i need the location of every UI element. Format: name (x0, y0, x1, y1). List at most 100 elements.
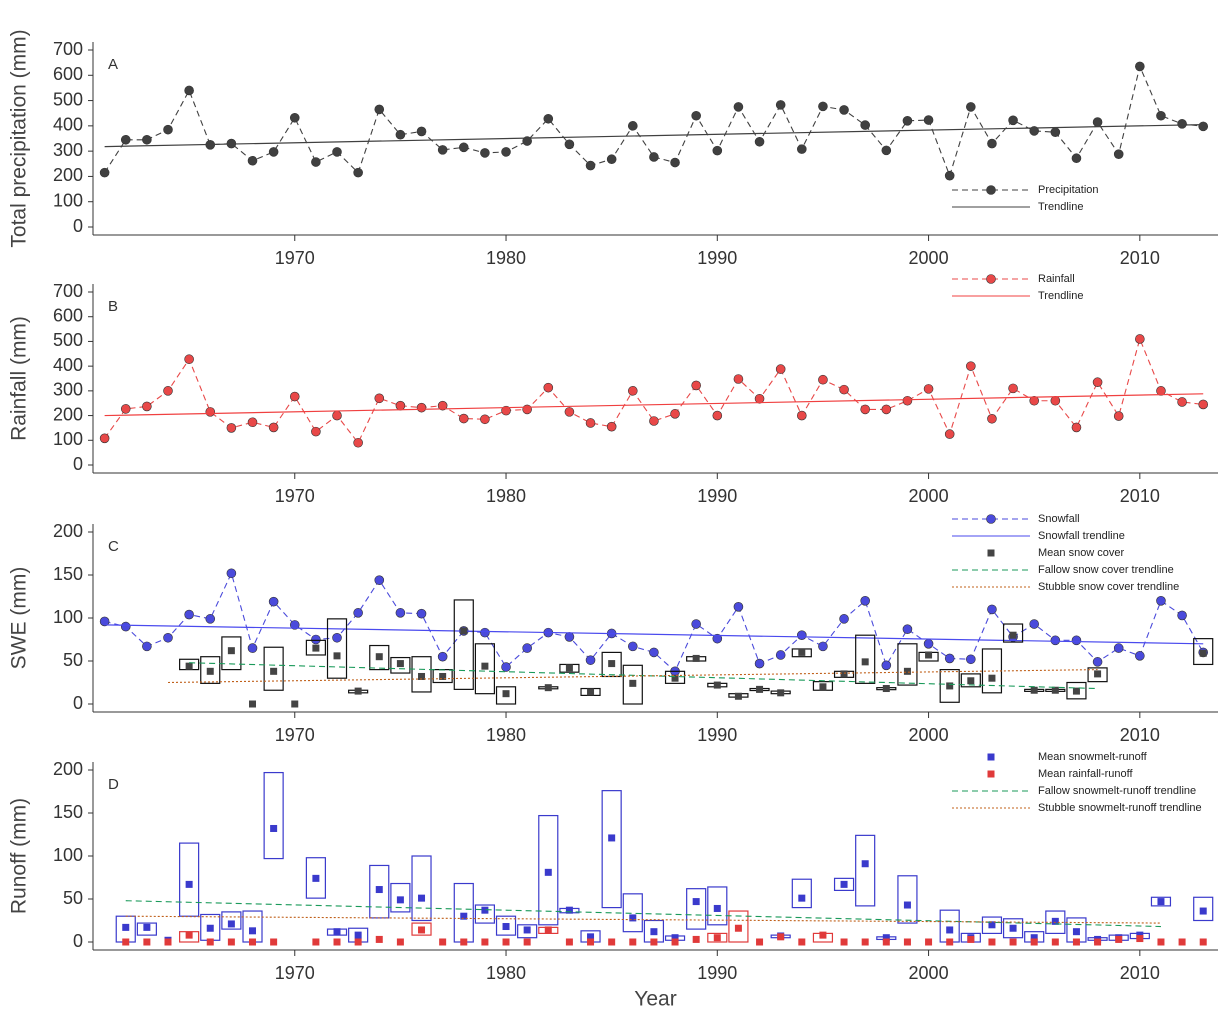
marker (163, 124, 173, 135)
marker (1050, 127, 1061, 137)
marker (987, 138, 997, 149)
y-tick-label: 700 (53, 281, 83, 301)
x-tick-label: 1970 (275, 963, 315, 983)
marker (184, 85, 194, 96)
marker (227, 647, 235, 655)
marker (396, 938, 404, 946)
legend-label: Snowfall (1038, 513, 1080, 525)
marker (988, 938, 996, 946)
y-tick-label: 150 (53, 564, 83, 584)
marker (375, 935, 383, 943)
x-tick-label: 2010 (1120, 725, 1160, 745)
marker (395, 400, 406, 411)
marker (1199, 907, 1207, 915)
marker (712, 410, 723, 421)
y-tick-label: 0 (73, 931, 83, 951)
range-box (221, 636, 242, 671)
marker (353, 167, 363, 178)
range-box (221, 911, 242, 930)
x-tick-label: 1980 (486, 725, 526, 745)
marker (439, 672, 447, 680)
marker (311, 426, 321, 437)
marker (564, 632, 575, 642)
marker (882, 685, 890, 693)
marker (1050, 635, 1061, 646)
marker (247, 155, 258, 166)
marker (944, 429, 955, 439)
marker (608, 834, 616, 842)
marker (691, 110, 701, 121)
marker (1135, 651, 1145, 661)
marker (460, 938, 468, 946)
marker (1177, 610, 1187, 621)
marker (629, 914, 637, 922)
marker (502, 938, 510, 946)
marker (1092, 657, 1103, 667)
marker (502, 923, 510, 931)
marker (501, 662, 511, 672)
x-tick-label: 1980 (486, 486, 526, 506)
series-line (104, 337, 1204, 444)
marker (946, 682, 954, 690)
marker (185, 880, 193, 888)
marker (268, 147, 279, 157)
marker (1136, 935, 1144, 943)
marker (543, 382, 554, 393)
marker (1009, 631, 1017, 639)
marker (205, 614, 216, 624)
x-tick-label: 2010 (1120, 248, 1160, 268)
marker (227, 920, 235, 928)
marker (227, 938, 235, 946)
y-tick-label: 0 (73, 454, 83, 474)
marker (925, 938, 933, 946)
legend-marker (987, 549, 995, 557)
marker (1199, 938, 1207, 946)
marker (671, 934, 679, 942)
marker (754, 393, 765, 404)
y-axis-label: Total precipitation (mm) (8, 29, 31, 247)
marker (882, 934, 890, 942)
range-box (474, 643, 496, 695)
legend-label: Trendline (1038, 290, 1083, 302)
marker (164, 938, 172, 946)
marker (544, 868, 552, 876)
marker (206, 938, 214, 946)
range-box (1087, 667, 1108, 683)
marker (902, 395, 913, 406)
y-tick-label: 400 (53, 355, 83, 375)
marker (543, 113, 554, 124)
marker (480, 627, 490, 638)
marker (122, 938, 130, 946)
marker (418, 926, 426, 934)
range-box (1150, 896, 1172, 907)
marker (1050, 395, 1061, 406)
y-tick-label: 200 (53, 404, 83, 424)
marker (163, 386, 173, 396)
series-line (104, 624, 1204, 645)
marker (565, 906, 573, 914)
legend-marker (986, 274, 996, 284)
marker (142, 134, 152, 145)
marker (522, 643, 532, 653)
marker (988, 674, 996, 682)
range-box (601, 651, 622, 678)
marker (1156, 386, 1166, 396)
marker (289, 112, 300, 123)
marker (353, 608, 363, 618)
marker (480, 148, 490, 158)
marker (903, 938, 911, 946)
marker (734, 692, 742, 700)
marker (627, 386, 638, 396)
marker (354, 931, 362, 939)
marker (437, 400, 448, 411)
legend-label: Mean snow cover (1038, 547, 1125, 559)
marker (1008, 115, 1018, 126)
range-box (728, 910, 749, 943)
panel-label: B (108, 298, 118, 315)
legend-label: Mean snowmelt-runoff (1038, 751, 1148, 763)
marker (1198, 121, 1209, 132)
marker (882, 938, 890, 946)
marker (1115, 935, 1123, 943)
range-box (686, 888, 707, 930)
